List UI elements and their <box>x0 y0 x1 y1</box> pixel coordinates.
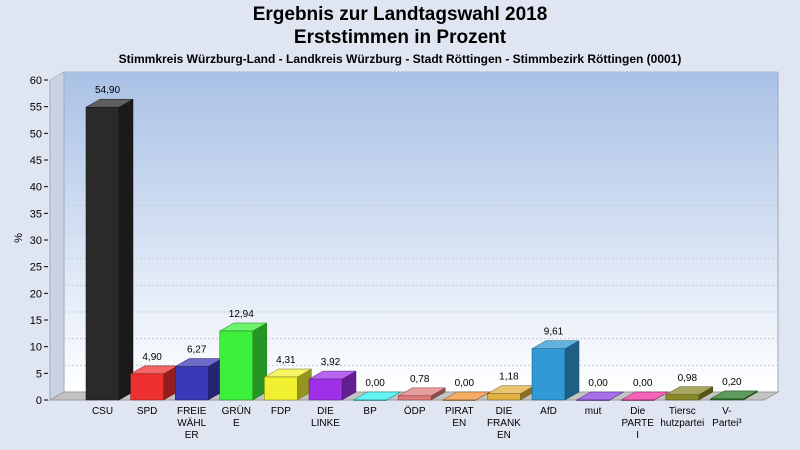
y-tick-label: 5 <box>36 368 42 380</box>
x-tick-label: mut <box>585 406 602 417</box>
bar <box>352 391 402 401</box>
gridline-side <box>49 364 65 374</box>
bar-front <box>442 399 477 401</box>
y-tick-label: 0 <box>36 395 42 407</box>
gridline-side <box>49 151 65 161</box>
bar-front <box>620 399 655 401</box>
data-label: 0,00 <box>365 378 385 389</box>
x-tick-label: PIRAT EN <box>445 406 474 429</box>
bar-front <box>264 376 298 401</box>
gridline-side <box>49 311 65 321</box>
bar-front <box>219 330 254 401</box>
bar-front <box>353 399 387 401</box>
data-label: 6,27 <box>187 345 207 356</box>
bar-side <box>564 340 580 401</box>
y-axis-label: % <box>13 233 25 243</box>
data-label: 0,00 <box>455 378 475 389</box>
bar <box>174 358 224 401</box>
bar-front <box>487 393 521 401</box>
data-label: 0,00 <box>588 378 608 389</box>
plot-area <box>48 71 780 401</box>
x-tick-label: GRÜN E <box>222 405 251 429</box>
gridline-side <box>49 231 65 241</box>
x-tick-label: DIE FRANK EN <box>487 406 521 441</box>
data-label: 3,92 <box>321 357 341 368</box>
bar-front <box>130 373 164 401</box>
bar <box>85 98 134 401</box>
y-axis: 0 5 10 15 20 25 30 35 40 45 50 55 60% <box>13 75 48 407</box>
data-label: 9,61 <box>544 327 564 338</box>
bar-front <box>174 366 209 401</box>
chart-title: Ergebnis zur Landtagswahl 2018 <box>252 4 548 25</box>
x-tick-label: AfD <box>540 406 557 417</box>
data-label: 0,00 <box>633 378 653 389</box>
bar-front <box>85 106 120 401</box>
data-label: 0,20 <box>722 377 742 388</box>
bar-front <box>397 395 432 401</box>
data-label: 4,90 <box>142 352 162 363</box>
bar <box>263 368 313 401</box>
bar <box>441 391 491 401</box>
gridline-side <box>49 124 65 134</box>
bar-front <box>308 378 343 401</box>
bar-side <box>118 98 134 401</box>
y-tick-label: 15 <box>30 315 42 327</box>
bar-front <box>710 398 744 401</box>
bar <box>308 370 357 401</box>
x-tick-label: BP <box>363 406 377 417</box>
bar <box>218 322 268 401</box>
y-tick-label: 55 <box>30 102 42 114</box>
gridline-side <box>49 204 65 214</box>
gridline-side <box>49 98 65 108</box>
y-tick-label: 30 <box>30 235 42 247</box>
y-tick-label: 10 <box>30 342 42 354</box>
bar <box>531 340 580 401</box>
x-tick-label: V-Partei³ <box>712 406 742 429</box>
x-tick-label: Tiersc hutzpartei <box>660 406 704 429</box>
chart-title-line2: Erststimmen in Prozent <box>293 27 507 48</box>
x-tick-label: CSU <box>92 406 113 417</box>
bar-front <box>531 348 566 401</box>
x-axis: CSU SPD FREIE WÄHL ER GRÜN E FDP DIE LINKE BP ÖDP PI… <box>92 405 742 441</box>
bar <box>709 390 759 401</box>
chart-subtitle: Stimmkreis Würzburg-Land - Landkreis Wür… <box>118 52 682 66</box>
y-tick-label: 20 <box>30 288 42 300</box>
x-tick-label: Die PARTE I <box>621 406 654 441</box>
x-tick-label: DIE LINKE <box>311 406 340 429</box>
y-tick-label: 50 <box>30 128 42 140</box>
data-label: 54,90 <box>95 85 120 96</box>
x-tick-label: SPD <box>137 406 158 417</box>
x-tick-label: FDP <box>271 406 291 417</box>
y-tick-label: 45 <box>30 155 42 167</box>
gridline-side <box>49 258 65 268</box>
bar <box>397 387 447 401</box>
data-label: 12,94 <box>229 309 254 320</box>
data-label: 4,31 <box>276 355 296 366</box>
bar-front <box>576 399 610 401</box>
y-tick-label: 25 <box>30 262 42 274</box>
bar <box>575 391 625 401</box>
gridline-side <box>49 178 65 188</box>
gridline-side <box>49 338 65 348</box>
bar <box>664 386 714 401</box>
x-tick-label: ÖDP <box>404 405 426 417</box>
gridline-side <box>49 71 65 81</box>
bar <box>620 391 670 401</box>
bar-front <box>665 394 700 401</box>
bars: 54,90 4,90 6,27 12,94 4,31 3,92 0,00 0,78 0,00 1,… <box>85 85 759 401</box>
y-tick-label: 35 <box>30 208 42 220</box>
bar <box>129 365 179 401</box>
y-tick-label: 60 <box>30 75 42 87</box>
data-label: 0,78 <box>410 374 430 385</box>
data-label: 1,18 <box>499 372 519 383</box>
y-tick-label: 40 <box>30 182 42 194</box>
gridline-side <box>49 284 65 294</box>
x-tick-label: FREIE WÄHL ER <box>177 406 207 441</box>
data-label: 0,98 <box>678 373 698 384</box>
